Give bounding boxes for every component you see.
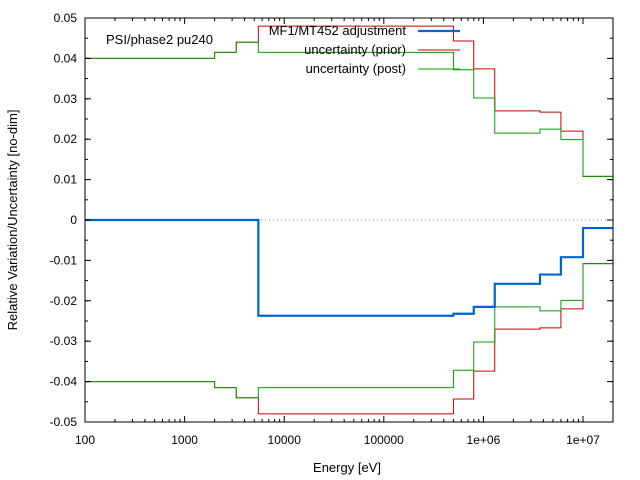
series-line-0: [85, 218, 613, 317]
legend: MF1/MT452 adjustment uncertainty (prior) u…: [269, 23, 460, 76]
y-tick-label: -0.02: [50, 294, 78, 308]
x-axis-title: Energy [eV]: [313, 460, 381, 475]
y-tick-label: -0.03: [50, 334, 78, 348]
series-line-2-upper: [85, 41, 613, 177]
y-axis-title: Relative Variation/Uncertainty [no-dim]: [5, 110, 20, 331]
y-tick-label: 0.04: [54, 51, 78, 65]
chart-annotation: PSI/phase2 pu240: [106, 32, 213, 47]
y-tick-label: 0.02: [54, 132, 78, 146]
x-tick-label: 10000: [268, 433, 302, 447]
y-tick-label: -0.04: [50, 375, 78, 389]
x-tick-label: 100000: [364, 433, 404, 447]
x-tick-label: 1000: [171, 433, 198, 447]
y-tick-label: 0: [70, 213, 77, 227]
chart-series-group: [85, 25, 613, 415]
series-line-2-lower: [85, 263, 613, 399]
legend-entry-label: uncertainty (post): [306, 61, 406, 76]
y-tick-label: 0.03: [54, 92, 78, 106]
series-line-1-lower: [85, 263, 613, 415]
y-tick-label: -0.01: [50, 253, 78, 267]
legend-entry-label: uncertainty (prior): [304, 42, 406, 57]
x-tick-label: 1e+07: [566, 433, 600, 447]
chart-axes: -0.05 -0.04 -0.03 -0.02 -0.01 0 0.01 0.02 0.03 0.…: [50, 11, 614, 447]
x-tick-label: 1e+06: [467, 433, 501, 447]
x-tick-label: 100: [75, 433, 95, 447]
y-tick-label: 0.05: [54, 11, 78, 25]
legend-entry-label: MF1/MT452 adjustment: [269, 23, 407, 38]
y-tick-label: -0.05: [50, 415, 78, 429]
y-tick-label: 0.01: [54, 173, 78, 187]
